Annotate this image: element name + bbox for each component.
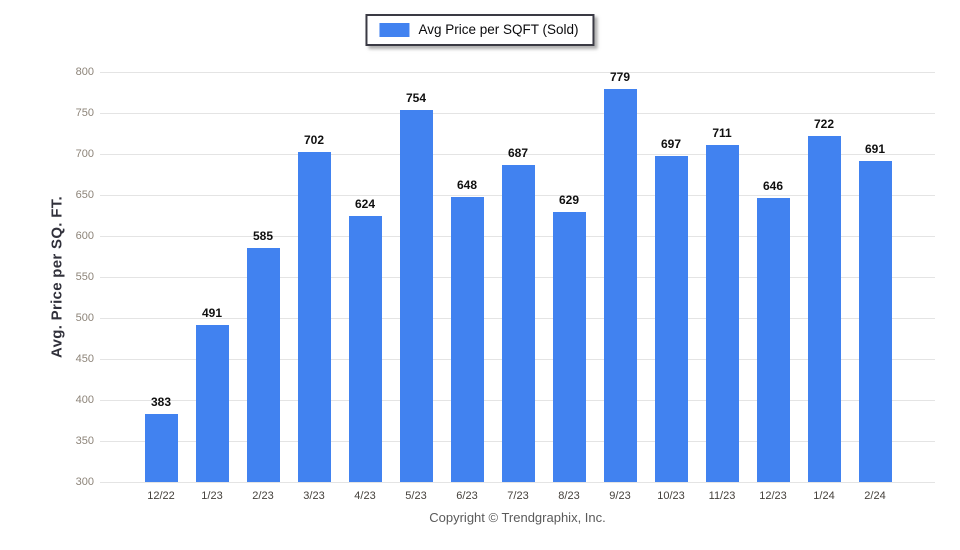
bar-value-label: 624: [354, 197, 376, 212]
bar-value-label: 702: [303, 133, 325, 148]
x-axis-tick-label: 7/23: [507, 490, 529, 502]
legend-swatch: [379, 23, 410, 37]
x-axis-tick-label: 8/23: [558, 490, 580, 502]
bar-1/24: [807, 135, 841, 482]
bar-4/23: [348, 216, 382, 482]
y-axis-tick-label: 650: [75, 189, 94, 201]
x-axis-tick-label: 3/23: [303, 490, 325, 502]
y-axis-tick-label: 300: [75, 476, 94, 488]
bar-value-label: 687: [507, 145, 529, 160]
gridline: [100, 154, 935, 155]
x-axis-tick-label: 11/23: [708, 490, 736, 502]
bar-8/23: [552, 212, 586, 482]
bar-value-label: 648: [456, 177, 478, 192]
x-axis-tick-label: 12/23: [759, 490, 787, 502]
bar-value-label: 754: [405, 90, 427, 105]
plot-area: 300 350 400 450 500 550 600 650 700 750 800 383 12/2…: [76, 66, 935, 502]
bar-value-label: 779: [609, 70, 631, 85]
bar-value-label: 646: [762, 179, 784, 194]
bar-7/23: [501, 164, 535, 482]
bar-6/23: [450, 196, 484, 482]
bar-2/23: [246, 248, 280, 482]
x-axis-tick-label: 6/23: [456, 490, 478, 502]
y-axis-tick-label: 800: [75, 66, 94, 78]
bar-value-label: 691: [864, 142, 886, 157]
y-axis-tick-label: 350: [75, 435, 94, 447]
bar-5/23: [399, 109, 433, 482]
y-axis-tick-label: 450: [75, 353, 94, 365]
bar-12/22: [144, 413, 178, 482]
bar-value-label: 722: [813, 116, 835, 131]
bar-value-label: 697: [660, 137, 682, 152]
bar-value-label: 491: [201, 306, 223, 321]
x-axis-tick-label: 12/22: [147, 490, 175, 502]
x-axis-tick-label: 2/23: [252, 490, 274, 502]
bar-value-label: 711: [712, 125, 732, 140]
bar-1/23: [195, 325, 229, 482]
bar-11/23: [705, 144, 739, 482]
bar-3/23: [297, 152, 331, 482]
bar-10/23: [654, 156, 688, 482]
x-axis-tick-label: 1/24: [813, 490, 835, 502]
x-axis-tick-label: 1/23: [201, 490, 223, 502]
bar-value-label: 383: [150, 394, 172, 409]
bar-2/24: [858, 161, 892, 482]
y-axis-tick-label: 600: [75, 230, 94, 242]
bar-value-label: 585: [252, 229, 274, 244]
legend-label: Avg Price per SQFT (Sold): [418, 22, 579, 37]
bar-9/23: [603, 89, 637, 482]
x-axis-tick-label: 9/23: [609, 490, 631, 502]
x-axis-tick-label: 2/24: [864, 490, 886, 502]
copyright-text: Copyright © Trendgraphix, Inc.: [429, 510, 606, 525]
bar-value-label: 629: [558, 193, 580, 208]
y-axis-tick-label: 500: [75, 312, 94, 324]
y-axis-tick-label: 750: [75, 107, 94, 119]
y-axis-tick-label: 700: [75, 148, 94, 160]
x-axis-tick-label: 10/23: [657, 490, 685, 502]
bar-12/23: [756, 198, 790, 482]
gridline: [100, 482, 935, 483]
legend: Avg Price per SQFT (Sold): [365, 14, 595, 46]
gridline: [100, 72, 935, 73]
gridline: [100, 113, 935, 114]
x-axis-tick-label: 4/23: [354, 490, 376, 502]
y-axis-tick-label: 400: [75, 394, 94, 406]
y-axis-tick-label: 550: [75, 271, 94, 283]
x-axis-tick-label: 5/23: [405, 490, 427, 502]
